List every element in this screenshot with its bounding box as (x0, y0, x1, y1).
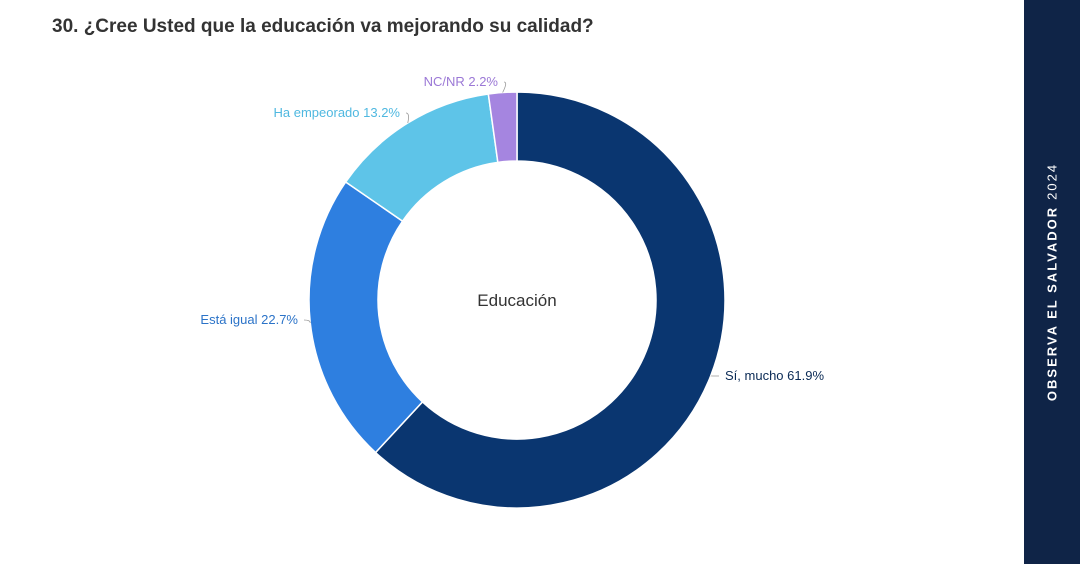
sidebar-brand-bar: OBSERVA EL SALVADOR 2024 (1024, 0, 1080, 564)
label-leader-line (502, 81, 507, 93)
donut-slice (374, 91, 726, 509)
page-title: 30. ¿Cree Usted que la educación va mejo… (52, 16, 594, 37)
slice-labels: Sí, mucho 61.9% Está igual 22.7% Ha empeor… (200, 74, 824, 383)
donut-slice (308, 180, 424, 454)
sidebar-brand: OBSERVA EL SALVADOR (1044, 205, 1060, 402)
center-label: Educación (477, 291, 556, 310)
sidebar-brand-text: OBSERVA EL SALVADOR 2024 (1045, 163, 1060, 401)
slice-label: Ha empeorado 13.2% (274, 105, 401, 120)
slice-label: Sí, mucho 61.9% (725, 368, 824, 383)
slice-label: NC/NR 2.2% (424, 74, 499, 89)
slice-label: Está igual 22.7% (200, 312, 298, 327)
donut-chart: Sí, mucho 61.9% Está igual 22.7% Ha empeor… (200, 74, 824, 509)
donut-slice (487, 91, 518, 164)
label-leader-line (405, 112, 409, 124)
sidebar-year: 2024 (1044, 162, 1060, 200)
donut-slices (308, 91, 726, 509)
label-leader-line (303, 319, 311, 323)
